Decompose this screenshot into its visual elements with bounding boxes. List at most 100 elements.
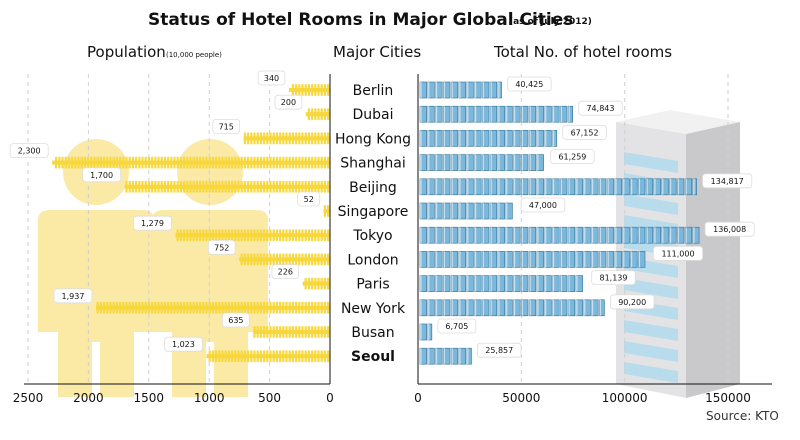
population-value-label: 200 [274,94,303,110]
population-value-label: 226 [271,264,300,280]
hotel-rooms-value-label: 40,425 [507,76,552,92]
population-bar [175,229,330,242]
svg-text:200: 200 [281,98,296,107]
population-bar [96,301,330,314]
city-label: Shanghai [340,156,405,172]
svg-text:2,300: 2,300 [18,147,41,156]
population-bar [206,350,330,363]
svg-text:635: 635 [228,316,243,325]
svg-text:226: 226 [278,268,293,277]
rooms-tick-label: 50000 [502,391,540,405]
svg-text:715: 715 [219,122,234,131]
population-bar [288,84,330,96]
hotel-rooms-value-label: 136,008 [704,221,755,237]
source-note: Source: KTO [706,409,779,423]
svg-text:134,817: 134,817 [711,177,744,186]
hotel-rooms-bar [419,299,605,317]
svg-text:340: 340 [264,74,279,83]
svg-text:1,279: 1,279 [141,219,164,228]
population-value-label: 1,023 [164,336,203,352]
rooms-tick-label: 100000 [602,391,648,405]
hotel-rooms-bar [419,202,513,220]
hotel-rooms-value-label: 61,259 [550,149,595,165]
svg-text:6,705: 6,705 [445,322,468,331]
svg-text:52: 52 [304,195,314,204]
hotel-rooms-value-label: 25,857 [477,342,522,358]
svg-text:1,700: 1,700 [90,171,113,180]
population-value-label: 2,300 [9,143,49,159]
city-label: Dubai [352,107,393,123]
city-label: Beijing [349,180,397,196]
svg-text:1,023: 1,023 [172,340,195,349]
city-label: Berlin [353,83,394,99]
hotel-rooms-bar [419,275,583,292]
svg-text:61,259: 61,259 [558,153,586,162]
population-bar [305,108,330,121]
population-value-label: 1,700 [82,167,122,183]
population-value-label: 752 [207,239,236,255]
rooms-tick-label: 0 [414,391,422,405]
hotel-rooms-bar [419,130,558,147]
rooms-tick-label: 150000 [705,391,751,405]
population-bar [253,326,330,338]
chart-subtitle: (as of July 2012) [509,17,592,27]
svg-text:752: 752 [214,243,229,252]
population-value-label: 635 [222,312,250,328]
hotel-rooms-value-label: 81,139 [591,270,636,286]
population-value-label: 52 [297,191,321,207]
population-value-label: 340 [257,70,286,86]
population-tick-label: 500 [258,391,281,405]
hotel-rooms-value-label: 6,705 [437,318,477,334]
hotel-rooms-bar [419,323,433,341]
population-value-label: 1,279 [133,215,172,231]
population-unit-note: (10,000 people) [166,51,222,59]
svg-text:111,000: 111,000 [661,249,694,258]
population-bar [52,156,330,169]
hotel-rooms-bar [419,251,646,268]
population-tick-label: 1500 [134,391,165,405]
population-bar [323,205,330,217]
hotel-rooms-bar [419,81,502,99]
svg-text:40,425: 40,425 [515,80,543,89]
hotel-room-bars: 40,425 74,843 67,152 61,259 134,817 47,000 136… [419,76,755,365]
hotel-rooms-bar [419,105,573,123]
population-heading: Population [87,43,166,61]
hotel-rooms-value-label: 67,152 [562,125,607,140]
population-bar [124,180,330,193]
chart-title: Status of Hotel Rooms in Major Global Ci… [148,10,573,30]
svg-text:81,139: 81,139 [599,274,627,283]
population-bars: 340 200 715 2,300 1,700 52 1,279 752 226 1,937 635… [9,70,330,363]
city-label: Hong Kong [335,131,411,147]
hotel-rooms-value-label: 111,000 [653,245,704,261]
axes: 2500 2000 1500 1000 500 0 0 50000 100000 150000 [13,74,772,405]
svg-text:90,200: 90,200 [618,298,646,307]
hotel-rooms-bar [419,347,472,365]
svg-text:136,008: 136,008 [713,225,746,234]
hotel-rooms-heading: Total No. of hotel rooms [493,43,672,61]
city-label: London [347,252,398,268]
population-tick-label: 2000 [73,391,104,405]
major-cities-heading: Major Cities [333,43,421,61]
city-label: Singapore [338,204,409,220]
hotel-rooms-value-label: 47,000 [520,197,566,213]
population-value-label: 715 [212,119,241,134]
hotel-rooms-value-label: 134,817 [702,173,753,189]
hotel-rooms-bar [419,226,700,244]
hotel-rooms-value-label: 74,843 [578,100,623,116]
population-value-label: 1,937 [53,288,93,304]
city-label: Busan [351,325,394,341]
svg-text:25,857: 25,857 [485,346,513,355]
hotel-rooms-value-label: 90,200 [610,294,655,310]
population-bar [302,277,330,290]
hotel-rooms-bar [419,178,697,196]
svg-text:47,000: 47,000 [529,201,557,210]
population-tick-label: 1000 [194,391,225,405]
population-bar [243,132,330,145]
city-labels: Berlin Dubai Hong Kong Shanghai Beijing Singa… [335,83,411,365]
population-tick-label: 2500 [13,391,44,405]
city-label: New York [341,301,406,317]
svg-text:67,152: 67,152 [571,128,599,137]
svg-text:1,937: 1,937 [62,292,85,301]
city-label: Paris [356,277,389,293]
